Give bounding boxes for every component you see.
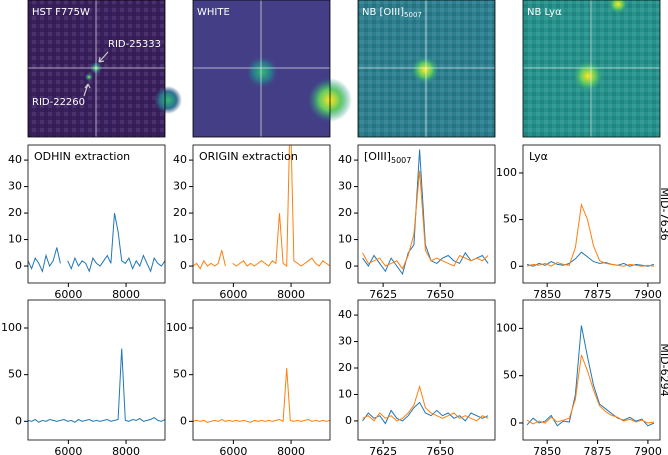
y-tick-label: 0 bbox=[180, 259, 187, 272]
arrow bbox=[83, 83, 91, 97]
panel-label: [OIII]5007 bbox=[364, 150, 411, 165]
x-tick-label: 8000 bbox=[277, 445, 305, 455]
spectrum-line bbox=[193, 145, 330, 270]
y-tick-label: 50 bbox=[173, 368, 187, 381]
image-title: WHITE bbox=[197, 7, 230, 18]
spectrum-line bbox=[362, 170, 489, 270]
panel-label-sub: 5007 bbox=[391, 156, 411, 165]
image-title-text: NB [OIII] bbox=[362, 7, 404, 18]
spectrum-line bbox=[362, 384, 489, 422]
annotation: RID-25333 bbox=[108, 39, 161, 50]
spectrum-line bbox=[362, 149, 489, 276]
image-frame bbox=[357, 0, 496, 138]
y-tick-label: 0 bbox=[510, 259, 517, 272]
panel-label-text: ORIGIN extraction bbox=[199, 150, 298, 163]
image-title-text: HST F775W bbox=[32, 7, 90, 18]
y-tick-label: 10 bbox=[338, 233, 352, 246]
x-tick-label: 7650 bbox=[426, 288, 454, 301]
y-tick-label: 100 bbox=[496, 166, 517, 179]
y-tick-label: 10 bbox=[173, 233, 187, 246]
arrow bbox=[98, 51, 109, 63]
y-tick-label: 50 bbox=[8, 368, 22, 381]
image-title: NB Lyα bbox=[527, 7, 562, 18]
y-tick-label: 20 bbox=[173, 206, 187, 219]
y-tick-label: 0 bbox=[180, 414, 187, 427]
panel-label: ODHIN extraction bbox=[34, 150, 130, 163]
panel-label-text: ODHIN extraction bbox=[34, 150, 130, 163]
spectrum-line bbox=[526, 325, 655, 427]
y-tick-label: 10 bbox=[338, 387, 352, 400]
axes-frame bbox=[27, 299, 166, 441]
y-tick-label: 100 bbox=[496, 321, 517, 334]
y-tick-label: 10 bbox=[8, 233, 22, 246]
x-tick-label: 7875 bbox=[584, 445, 612, 455]
x-tick-label: 7625 bbox=[369, 288, 397, 301]
image-title-sub: 5007 bbox=[404, 11, 422, 19]
image-frame bbox=[192, 0, 331, 138]
x-tick-label: 6000 bbox=[54, 445, 82, 455]
annotation: RID-22260 bbox=[32, 97, 85, 108]
image-title: NB [OIII]5007 bbox=[362, 7, 422, 19]
panel-label: Lyα bbox=[529, 150, 548, 163]
x-tick-label: 7650 bbox=[426, 445, 454, 455]
y-tick-label: 50 bbox=[503, 369, 517, 382]
spectrum-line bbox=[526, 202, 655, 267]
x-tick-label: 8000 bbox=[112, 445, 140, 455]
x-tick-label: 7900 bbox=[634, 288, 662, 301]
axes-frame bbox=[192, 144, 331, 284]
x-tick-label: 6000 bbox=[219, 288, 247, 301]
image-frame bbox=[27, 0, 166, 138]
y-tick-label: 40 bbox=[338, 308, 352, 321]
y-tick-label: 0 bbox=[345, 259, 352, 272]
image-frame bbox=[522, 0, 661, 138]
y-tick-label: 40 bbox=[173, 153, 187, 166]
spectrum-line bbox=[28, 348, 165, 423]
axes-frame bbox=[357, 144, 496, 284]
spectrum-line bbox=[193, 368, 330, 423]
y-tick-label: 20 bbox=[338, 206, 352, 219]
y-tick-label: 40 bbox=[338, 153, 352, 166]
image-title: HST F775W bbox=[32, 7, 90, 18]
spectrum-line bbox=[526, 354, 655, 425]
y-tick-label: 40 bbox=[8, 153, 22, 166]
x-tick-label: 7900 bbox=[634, 445, 662, 455]
panel-label: ORIGIN extraction bbox=[199, 150, 298, 163]
y-tick-label: 0 bbox=[510, 416, 517, 429]
image-title-text: WHITE bbox=[197, 7, 230, 18]
y-tick-label: 30 bbox=[338, 335, 352, 348]
x-tick-label: 6000 bbox=[219, 445, 247, 455]
x-tick-label: 8000 bbox=[112, 288, 140, 301]
y-tick-label: 20 bbox=[8, 206, 22, 219]
spectrum-line bbox=[28, 213, 165, 273]
x-tick-label: 7625 bbox=[369, 445, 397, 455]
y-tick-label: 100 bbox=[1, 321, 22, 334]
y-tick-label: 100 bbox=[166, 321, 187, 334]
axes-frame bbox=[522, 144, 661, 284]
axes-frame bbox=[357, 299, 496, 441]
panel-label-text: Lyα bbox=[529, 150, 548, 163]
x-tick-label: 7875 bbox=[584, 288, 612, 301]
x-tick-label: 6000 bbox=[54, 288, 82, 301]
image-title-text: NB Lyα bbox=[527, 7, 562, 18]
x-tick-label: 8000 bbox=[277, 288, 305, 301]
row-label: MID-6294 bbox=[658, 343, 668, 396]
y-tick-label: 30 bbox=[173, 180, 187, 193]
axes-frame bbox=[522, 299, 661, 441]
y-tick-label: 50 bbox=[503, 213, 517, 226]
spectrum-line bbox=[362, 401, 489, 425]
y-tick-label: 0 bbox=[15, 414, 22, 427]
row-label: MID-7636 bbox=[658, 187, 668, 240]
y-tick-label: 0 bbox=[345, 414, 352, 427]
y-tick-label: 30 bbox=[338, 180, 352, 193]
axes-frame bbox=[192, 299, 331, 441]
x-tick-label: 7850 bbox=[533, 288, 561, 301]
y-tick-label: 0 bbox=[15, 259, 22, 272]
axes-frame bbox=[27, 144, 166, 284]
x-tick-label: 7850 bbox=[533, 445, 561, 455]
y-tick-label: 30 bbox=[8, 180, 22, 193]
panel-label-text: [OIII] bbox=[364, 150, 391, 163]
y-tick-label: 20 bbox=[338, 361, 352, 374]
